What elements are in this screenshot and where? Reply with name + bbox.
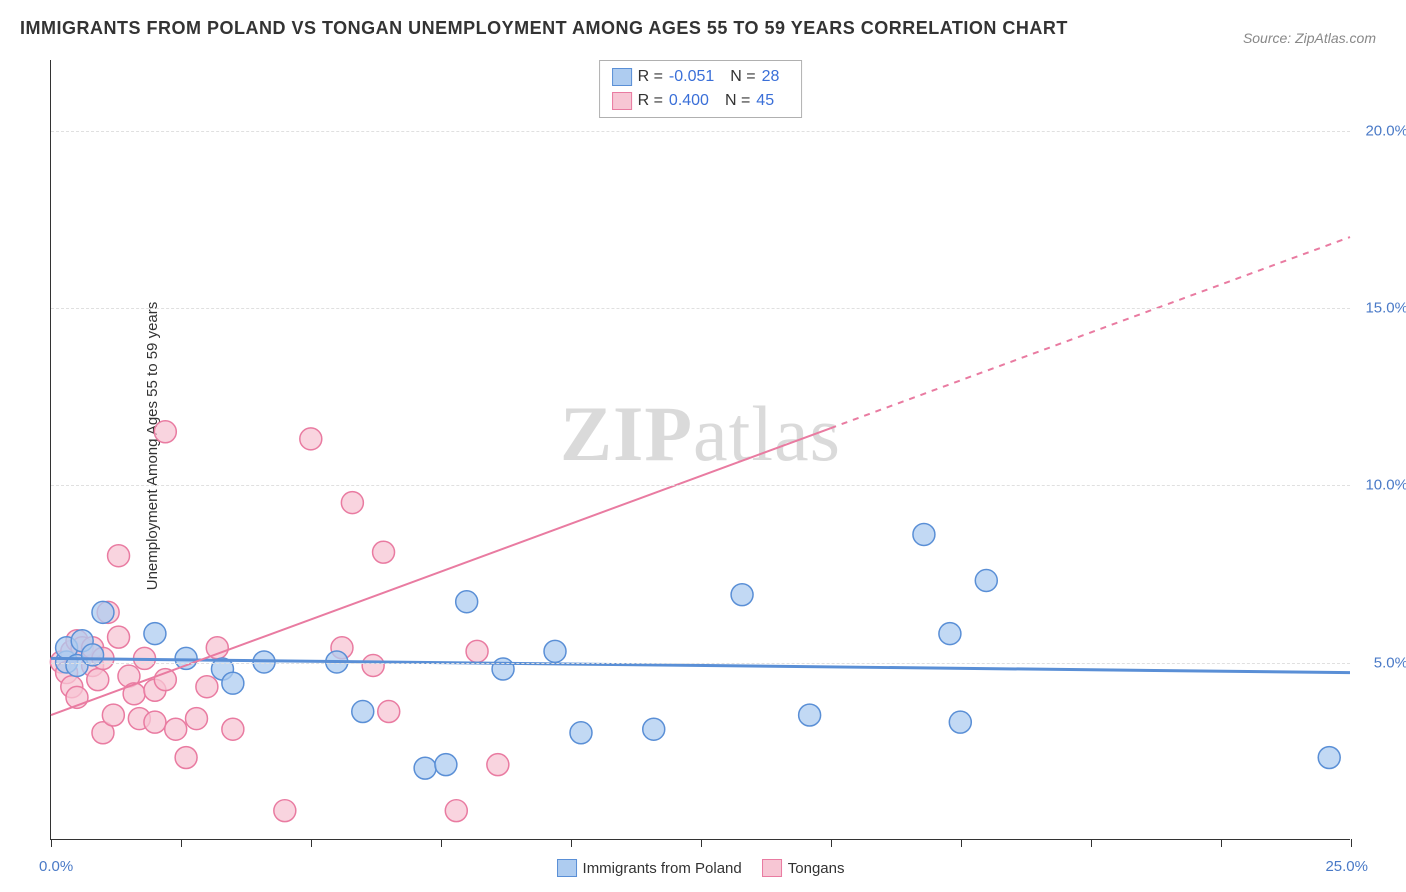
data-point: [949, 711, 971, 733]
data-point: [108, 626, 130, 648]
data-point: [352, 701, 374, 723]
legend-row: R = 0.400 N = 45: [612, 89, 790, 113]
data-point: [643, 718, 665, 740]
series-legend: Immigrants from Poland Tongans: [557, 859, 845, 877]
data-point: [570, 722, 592, 744]
x-tick: [831, 839, 832, 847]
data-point: [108, 545, 130, 567]
y-tick-label: 10.0%: [1365, 477, 1406, 494]
x-tick: [311, 839, 312, 847]
legend-label: Tongans: [788, 860, 845, 877]
legend-item: Tongans: [762, 859, 845, 877]
plot-area: ZIPatlas R = -0.051 N = 28 R = 0.400 N =…: [50, 60, 1350, 840]
data-point: [975, 570, 997, 592]
data-point: [165, 718, 187, 740]
data-point: [123, 683, 145, 705]
trend-line: [51, 658, 1350, 672]
data-point: [378, 701, 400, 723]
data-point: [341, 492, 363, 514]
data-point: [196, 676, 218, 698]
stats-legend: R = -0.051 N = 28 R = 0.400 N = 45: [599, 60, 803, 118]
legend-n-value: 28: [762, 65, 780, 89]
grid-line: [51, 485, 1350, 486]
grid-line: [51, 131, 1350, 132]
x-origin-label: 0.0%: [39, 858, 73, 875]
data-point: [466, 640, 488, 662]
data-point: [92, 601, 114, 623]
legend-r-value: -0.051: [669, 65, 714, 89]
data-point: [373, 541, 395, 563]
data-point: [544, 640, 566, 662]
legend-item: Immigrants from Poland: [557, 859, 742, 877]
data-point: [274, 800, 296, 822]
x-tick: [1351, 839, 1352, 847]
data-point: [144, 711, 166, 733]
x-tick: [1221, 839, 1222, 847]
data-point: [144, 623, 166, 645]
legend-n-value: 45: [756, 89, 774, 113]
legend-n-label: N =: [730, 65, 755, 89]
x-tick: [1091, 839, 1092, 847]
y-tick-label: 15.0%: [1365, 300, 1406, 317]
data-point: [1318, 747, 1340, 769]
y-tick-label: 5.0%: [1374, 654, 1406, 671]
data-point: [222, 672, 244, 694]
data-point: [154, 421, 176, 443]
source-attribution: Source: ZipAtlas.com: [1243, 30, 1376, 46]
data-point: [435, 754, 457, 776]
legend-r-label: R =: [638, 89, 663, 113]
data-point: [362, 655, 384, 677]
data-point: [487, 754, 509, 776]
x-tick: [961, 839, 962, 847]
data-point: [492, 658, 514, 680]
chart-svg: [51, 60, 1350, 839]
x-tick: [571, 839, 572, 847]
x-tick: [51, 839, 52, 847]
x-tick: [441, 839, 442, 847]
x-max-label: 25.0%: [1325, 858, 1368, 875]
data-point: [87, 669, 109, 691]
data-point: [222, 718, 244, 740]
legend-r-label: R =: [638, 65, 663, 89]
data-point: [445, 800, 467, 822]
data-point: [456, 591, 478, 613]
legend-label: Immigrants from Poland: [583, 860, 742, 877]
data-point: [175, 747, 197, 769]
data-point: [300, 428, 322, 450]
legend-swatch: [762, 859, 782, 877]
legend-n-label: N =: [725, 89, 750, 113]
legend-r-value: 0.400: [669, 89, 709, 113]
legend-swatch: [612, 68, 632, 86]
legend-swatch: [557, 859, 577, 877]
legend-swatch: [612, 92, 632, 110]
data-point: [731, 584, 753, 606]
x-tick: [701, 839, 702, 847]
data-point: [414, 757, 436, 779]
chart-title: IMMIGRANTS FROM POLAND VS TONGAN UNEMPLO…: [20, 18, 1068, 39]
data-point: [939, 623, 961, 645]
data-point: [102, 704, 124, 726]
data-point: [913, 523, 935, 545]
legend-row: R = -0.051 N = 28: [612, 65, 790, 89]
trend-line-dashed: [830, 237, 1350, 428]
trend-line: [51, 428, 830, 715]
data-point: [206, 637, 228, 659]
x-tick: [181, 839, 182, 847]
grid-line: [51, 308, 1350, 309]
y-tick-label: 20.0%: [1365, 122, 1406, 139]
grid-line: [51, 663, 1350, 664]
data-point: [185, 708, 207, 730]
chart-container: { "title": "IMMIGRANTS FROM POLAND VS TO…: [0, 0, 1406, 892]
data-point: [799, 704, 821, 726]
